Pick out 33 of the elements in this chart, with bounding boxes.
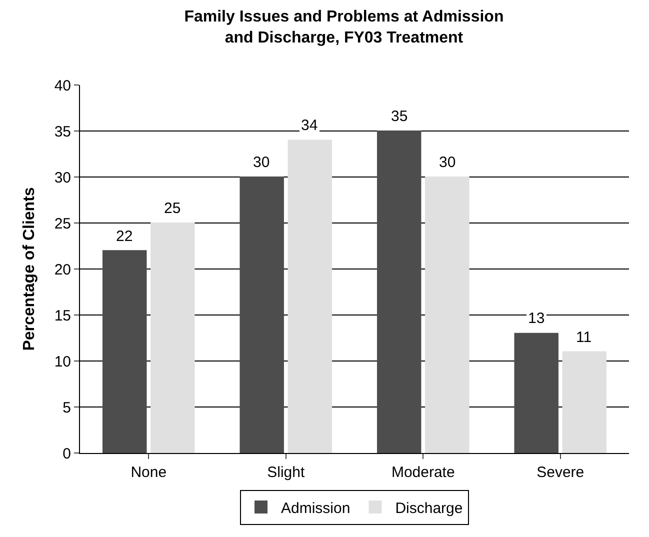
y-axis-title: Percentage of Clients — [21, 187, 38, 351]
legend-label: Admission — [281, 500, 350, 517]
bar — [514, 332, 558, 453]
y-tick-label: 30 — [54, 169, 71, 186]
data-label: 22 — [116, 228, 133, 245]
x-tick-label: Moderate — [391, 464, 455, 481]
bar — [150, 222, 195, 453]
data-label: 34 — [301, 117, 318, 134]
chart-title: Family Issues and Problems at Admission and Discharge, FY03 Treatment — [184, 8, 504, 46]
y-tick-label: 15 — [54, 307, 71, 324]
y-tick-label: 0 — [62, 445, 71, 462]
bar — [102, 250, 147, 453]
data-label: 30 — [253, 154, 270, 171]
data-label: 25 — [164, 200, 181, 217]
bar — [562, 351, 607, 453]
y-tick-label: 5 — [62, 399, 71, 416]
data-label: 35 — [391, 108, 408, 125]
bar — [288, 140, 332, 453]
bar — [376, 130, 422, 453]
data-label: 30 — [439, 154, 456, 171]
x-tick-label: Severe — [536, 464, 584, 481]
y-tick-label: 25 — [54, 215, 71, 232]
bar — [425, 176, 470, 453]
data-label: 13 — [528, 310, 545, 327]
y-tick-label: 40 — [54, 77, 71, 94]
y-tick-label: 20 — [54, 261, 71, 278]
x-tick-label: None — [130, 464, 167, 481]
y-tick-label: 35 — [54, 123, 71, 140]
x-tick-label: Slight — [267, 464, 306, 481]
data-label: 11 — [576, 329, 592, 346]
bar — [240, 176, 284, 453]
y-tick-label: 10 — [54, 353, 71, 370]
legend-label: Discharge — [395, 500, 463, 517]
